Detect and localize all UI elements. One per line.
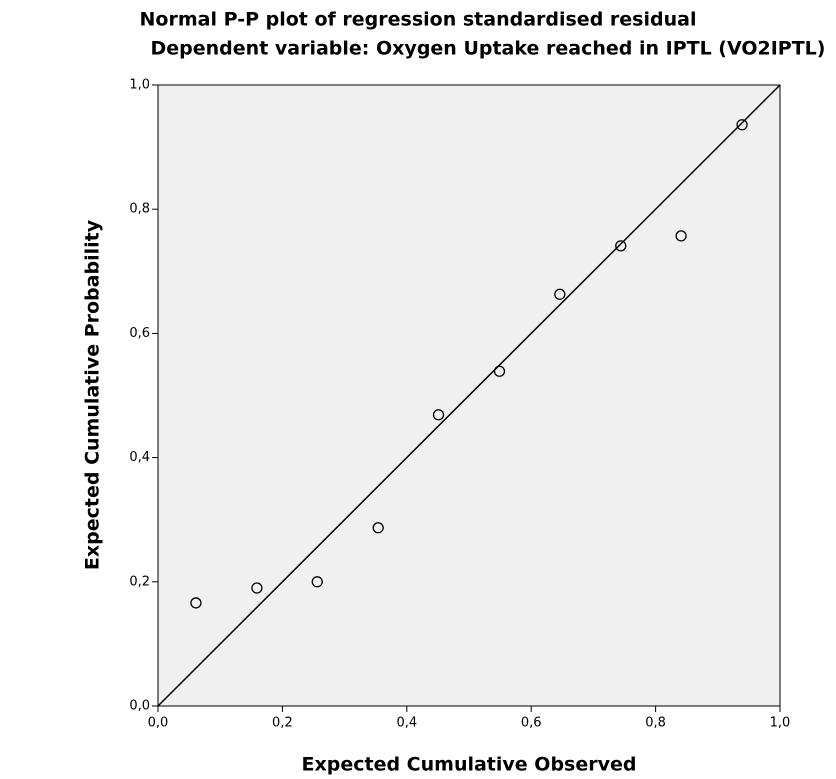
- reference-line: [157, 84, 781, 707]
- y-tick-label: 1,0: [129, 78, 150, 93]
- y-tick-label: 0,8: [129, 202, 150, 217]
- y-axis-label: Expected Cumulative Probability: [82, 219, 104, 570]
- x-tick-label: 0,6: [521, 716, 542, 731]
- y-tick-label: 0,6: [129, 326, 150, 341]
- x-axis-label: Expected Cumulative Observed: [302, 754, 637, 776]
- x-tick-label: 0,2: [272, 716, 293, 731]
- y-tick-label: 0,4: [129, 450, 150, 465]
- point: [190, 597, 202, 609]
- point: [251, 582, 263, 594]
- y-tick-label: 0,0: [129, 699, 150, 714]
- point: [554, 288, 566, 300]
- x-tick-label: 0,4: [396, 716, 417, 731]
- point: [615, 240, 627, 252]
- point: [675, 230, 687, 242]
- point: [372, 522, 384, 534]
- point: [736, 119, 748, 131]
- chart-title: Normal P-P plot of regression standardis…: [140, 9, 697, 31]
- x-tick-label: 1,0: [770, 716, 791, 731]
- point: [493, 365, 506, 377]
- point: [311, 576, 323, 588]
- y-tick-label: 0,2: [129, 574, 150, 589]
- point: [432, 409, 445, 421]
- x-tick-label: 0,0: [148, 716, 169, 731]
- chart-subtitle: Dependent variable: Oxygen Uptake reache…: [151, 38, 826, 60]
- x-tick-label: 0,8: [645, 716, 666, 731]
